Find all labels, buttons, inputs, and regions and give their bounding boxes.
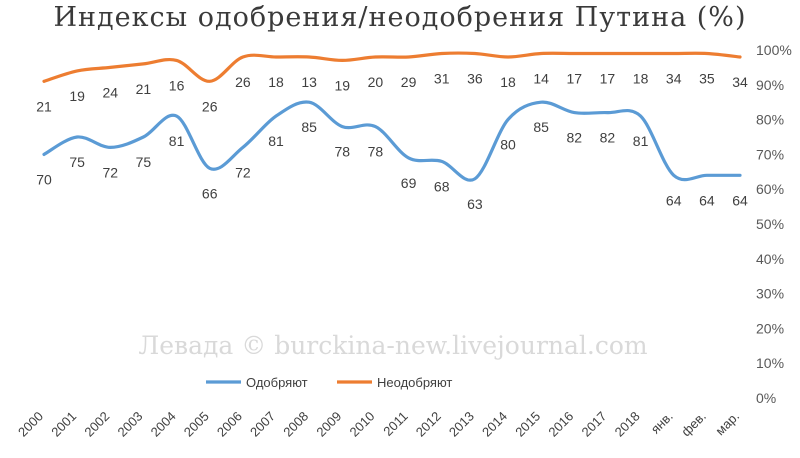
x-tick-label: 2005 [181, 409, 212, 440]
data-label: 68 [434, 178, 450, 194]
x-tick-label: 2004 [148, 409, 179, 440]
watermark-layer: Левада © burckina-new.livejournal.com [138, 331, 648, 360]
data-label: 63 [467, 196, 483, 212]
y-tick-label: 50% [756, 216, 784, 232]
x-tick-label: 2017 [578, 409, 609, 440]
x-tick-label: янв. [648, 409, 676, 437]
y-tick-label: 30% [756, 286, 784, 302]
x-tick-label: 2007 [247, 409, 278, 440]
data-label: 26 [235, 74, 251, 90]
y-tick-label: 40% [756, 251, 784, 267]
x-tick-label: 2006 [214, 409, 245, 440]
x-tick-label: 2002 [81, 409, 112, 440]
x-tick-label: 2010 [346, 409, 377, 440]
x-tick-label: 2014 [479, 409, 510, 440]
data-label: 75 [69, 154, 85, 170]
data-label: 13 [301, 74, 317, 90]
series-line-approve [42, 100, 742, 182]
x-tick-label: 2008 [280, 409, 311, 440]
legend-item-approve[interactable]: Одобряют [206, 375, 308, 390]
y-tick-label: 90% [756, 77, 784, 93]
data-label: 34 [732, 74, 748, 90]
data-label: 31 [434, 70, 450, 86]
data-label: 18 [268, 74, 284, 90]
data-label: 85 [301, 119, 317, 135]
data-label: 21 [36, 98, 52, 114]
data-label: 24 [102, 84, 118, 100]
x-tick-label: 2012 [413, 409, 444, 440]
chart-title: Индексы одобрения/неодобрения Путина (%) [53, 2, 747, 33]
legend-item-disapprove[interactable]: Неодобряют [337, 375, 452, 390]
x-tick-label: 2018 [612, 409, 643, 440]
legend-label: Неодобряют [377, 375, 452, 390]
legend[interactable]: Одобряют Неодобряют [206, 375, 452, 390]
data-label: 21 [136, 81, 152, 97]
y-tick-label: 100% [756, 42, 792, 58]
data-label: 81 [169, 133, 185, 149]
data-label: 19 [334, 77, 350, 93]
data-label: 70 [36, 171, 52, 187]
data-label: 35 [699, 70, 715, 86]
x-tick-label: 2003 [114, 409, 145, 440]
data-label: 72 [102, 164, 118, 180]
data-label: 64 [666, 192, 682, 208]
data-label: 19 [69, 88, 85, 104]
x-tick-label: фев. [678, 409, 709, 440]
watermark-text: Левада © burckina-new.livejournal.com [138, 331, 648, 360]
series-layer [42, 51, 742, 182]
data-label: 17 [566, 70, 582, 86]
x-tick-label: мар. [712, 409, 742, 439]
data-label: 69 [401, 175, 417, 191]
x-tick-label: 2000 [15, 409, 46, 440]
x-tick-label: 2013 [446, 409, 477, 440]
data-label: 75 [136, 154, 152, 170]
data-label: 18 [633, 70, 649, 86]
y-tick-label: 60% [756, 181, 784, 197]
y-tick-label: 0% [756, 390, 776, 406]
data-label: 34 [666, 70, 682, 86]
data-label: 17 [600, 70, 616, 86]
series-line-disapprove [42, 51, 742, 83]
data-label: 80 [500, 137, 516, 153]
data-label: 36 [467, 70, 483, 86]
y-tick-label: 20% [756, 320, 784, 336]
data-label: 14 [533, 70, 549, 86]
data-label: 26 [202, 98, 218, 114]
x-tick-label: 2009 [313, 409, 344, 440]
data-labels-layer: 70 75 72 75 81 66 72 81 85 78 78 69 68 63 80 85 82 82 81 64… [36, 70, 748, 211]
data-label: 82 [600, 130, 616, 146]
data-label: 20 [368, 74, 384, 90]
x-tick-label: 2016 [545, 409, 576, 440]
x-tick-label: 2011 [380, 409, 410, 439]
data-label: 78 [368, 144, 384, 160]
x-axis: 2000 2001 2002 2003 2004 2005 2006 2007 2008 2009… [15, 409, 742, 440]
data-label: 78 [334, 144, 350, 160]
data-label: 85 [533, 119, 549, 135]
data-label: 66 [202, 185, 218, 201]
data-label: 82 [566, 130, 582, 146]
data-label: 64 [732, 192, 748, 208]
data-label: 16 [169, 77, 185, 93]
y-tick-label: 10% [756, 355, 784, 371]
legend-label: Одобряют [246, 375, 308, 390]
data-label: 29 [401, 74, 417, 90]
x-tick-label: 2015 [512, 409, 543, 440]
data-label: 72 [235, 164, 251, 180]
data-label: 18 [500, 74, 516, 90]
y-tick-label: 80% [756, 112, 784, 128]
data-label: 64 [699, 192, 715, 208]
data-label: 81 [268, 133, 284, 149]
y-tick-label: 70% [756, 146, 784, 162]
data-label: 81 [633, 133, 649, 149]
x-tick-label: 2001 [48, 409, 79, 440]
y-axis: 0% 10% 20% 30% 40% 50% 60% 70% 80% 90% 100% [756, 42, 792, 406]
